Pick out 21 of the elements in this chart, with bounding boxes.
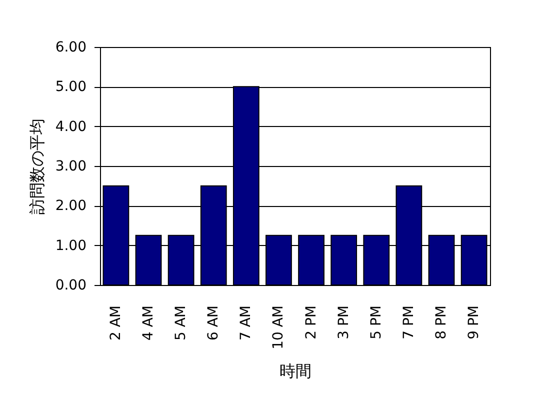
y-tick-label: 4.00 [55,118,86,135]
x-tick-label: 2 PM [303,306,320,340]
x-tick-label: 10 AM [270,306,287,350]
y-tick-label: 2.00 [55,198,86,214]
y-tick-label: 6.00 [55,40,86,56]
y-tick-label: 5.00 [55,79,86,96]
x-tick-label: 5 PM [368,306,384,340]
x-tick-label: 3 PM [336,306,352,340]
y-axis-title: 訪問数の平均 [27,118,46,214]
x-tick-label: 7 AM [238,306,254,341]
y-tick-label: 0.00 [55,278,86,294]
x-tick-label: 9 PM [466,306,482,340]
x-tick-label: 2 AM [108,306,124,341]
x-tick-label: 7 PM [400,306,417,340]
x-tick-label: 4 AM [140,306,157,341]
x-tick-label: 5 AM [173,306,190,341]
x-tick-label: 8 PM [433,306,450,340]
x-tick-label: 6 AM [206,306,222,341]
x-axis-title: 時間 [280,361,312,380]
y-tick-label: 3.00 [55,158,86,174]
y-tick-label: 1.00 [55,238,86,254]
